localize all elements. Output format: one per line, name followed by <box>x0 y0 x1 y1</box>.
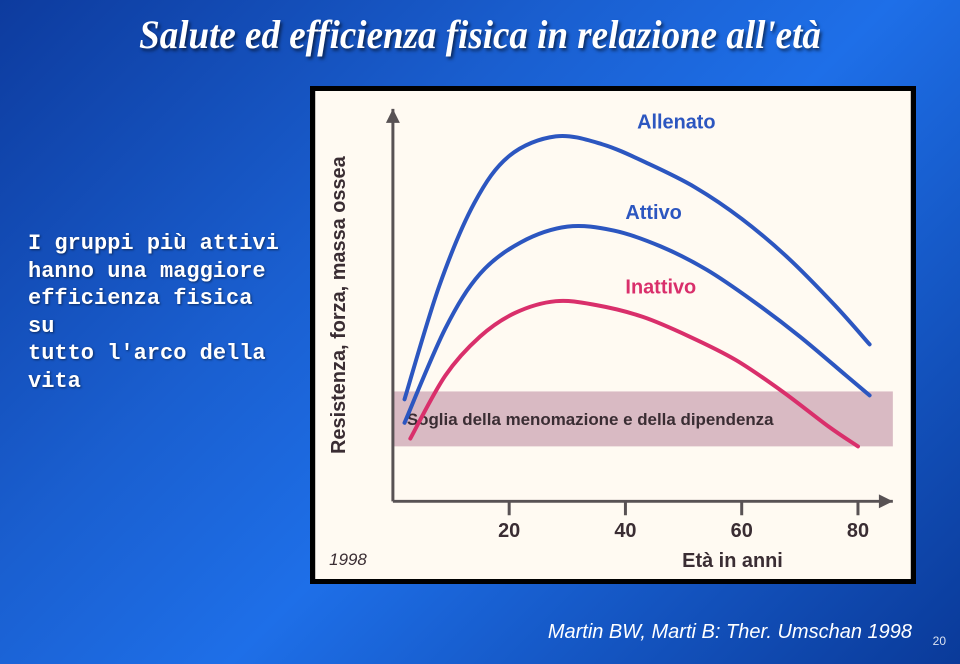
chart-svg: Soglia della menomazione e della dipende… <box>315 91 911 579</box>
side-text: I gruppi più attivihanno una maggioreeff… <box>28 230 288 395</box>
citation-text: Martin BW, Marti B: Ther. Umschan 1998 <box>548 621 912 644</box>
svg-text:1998: 1998 <box>329 550 367 569</box>
slide-title: Salute ed efficienza fisica in relazione… <box>0 12 960 59</box>
page-number: 20 <box>933 634 946 648</box>
svg-text:60: 60 <box>731 520 753 542</box>
chart-container: Soglia della menomazione e della dipende… <box>310 86 916 584</box>
svg-text:Soglia della menomazione e del: Soglia della menomazione e della dipende… <box>407 410 774 429</box>
svg-text:Età in anni: Età in anni <box>682 550 783 572</box>
svg-text:Inattivo: Inattivo <box>625 276 696 298</box>
svg-text:20: 20 <box>498 520 520 542</box>
slide: Salute ed efficienza fisica in relazione… <box>0 0 960 664</box>
svg-text:80: 80 <box>847 520 869 542</box>
svg-text:Attivo: Attivo <box>625 202 681 224</box>
chart: Soglia della menomazione e della dipende… <box>315 91 911 579</box>
svg-text:Resistenza, forza, massa ossea: Resistenza, forza, massa ossea <box>328 155 350 454</box>
svg-text:Allenato: Allenato <box>637 112 716 134</box>
svg-text:40: 40 <box>614 520 636 542</box>
